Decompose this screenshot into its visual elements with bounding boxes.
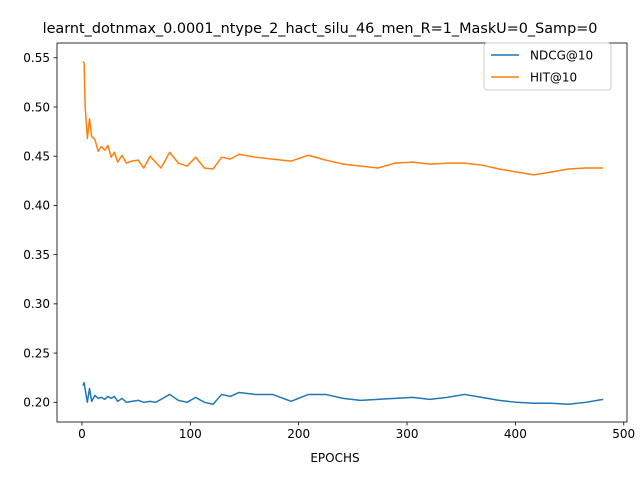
series-layer (82, 61, 604, 406)
legend: NDCG@10 HIT@10 (483, 42, 612, 91)
axes-layer (56, 42, 628, 423)
y-axis: 0.20 0.25 0.30 0.35 0.40 0.45 0.50 0.55 (23, 51, 57, 410)
x-tick-label: 0 (78, 427, 86, 441)
x-axis-label: EPOCHS (310, 451, 359, 465)
y-tick-label: 0.25 (23, 346, 50, 360)
x-tick-label: 100 (179, 427, 202, 441)
y-tick-label: 0.50 (23, 100, 50, 114)
y-tick-label: 0.55 (23, 51, 50, 65)
plot-area (57, 43, 627, 422)
y-tick-label: 0.30 (23, 297, 50, 311)
plot-frame (56, 42, 628, 423)
series-line-hit-10 (82, 61, 604, 176)
x-tick-label: 300 (396, 427, 419, 441)
x-tick-label: 400 (504, 427, 527, 441)
chart-title: learnt_dotnmax_0.0001_ntype_2_hact_silu_… (43, 21, 598, 37)
x-axis: 0 100 200 300 400 500 (78, 422, 635, 441)
legend-label-hit: HIT@10 (530, 71, 577, 85)
y-tick-label: 0.45 (23, 150, 50, 164)
y-tick-label: 0.40 (23, 199, 50, 213)
legend-label-ndcg: NDCG@10 (530, 49, 593, 63)
y-tick-label: 0.35 (23, 248, 50, 262)
x-tick-label: 500 (612, 427, 635, 441)
series-line-ndcg-10 (82, 381, 604, 406)
x-tick-label: 200 (287, 427, 310, 441)
plot-background (57, 43, 627, 422)
y-tick-label: 0.20 (23, 396, 50, 410)
